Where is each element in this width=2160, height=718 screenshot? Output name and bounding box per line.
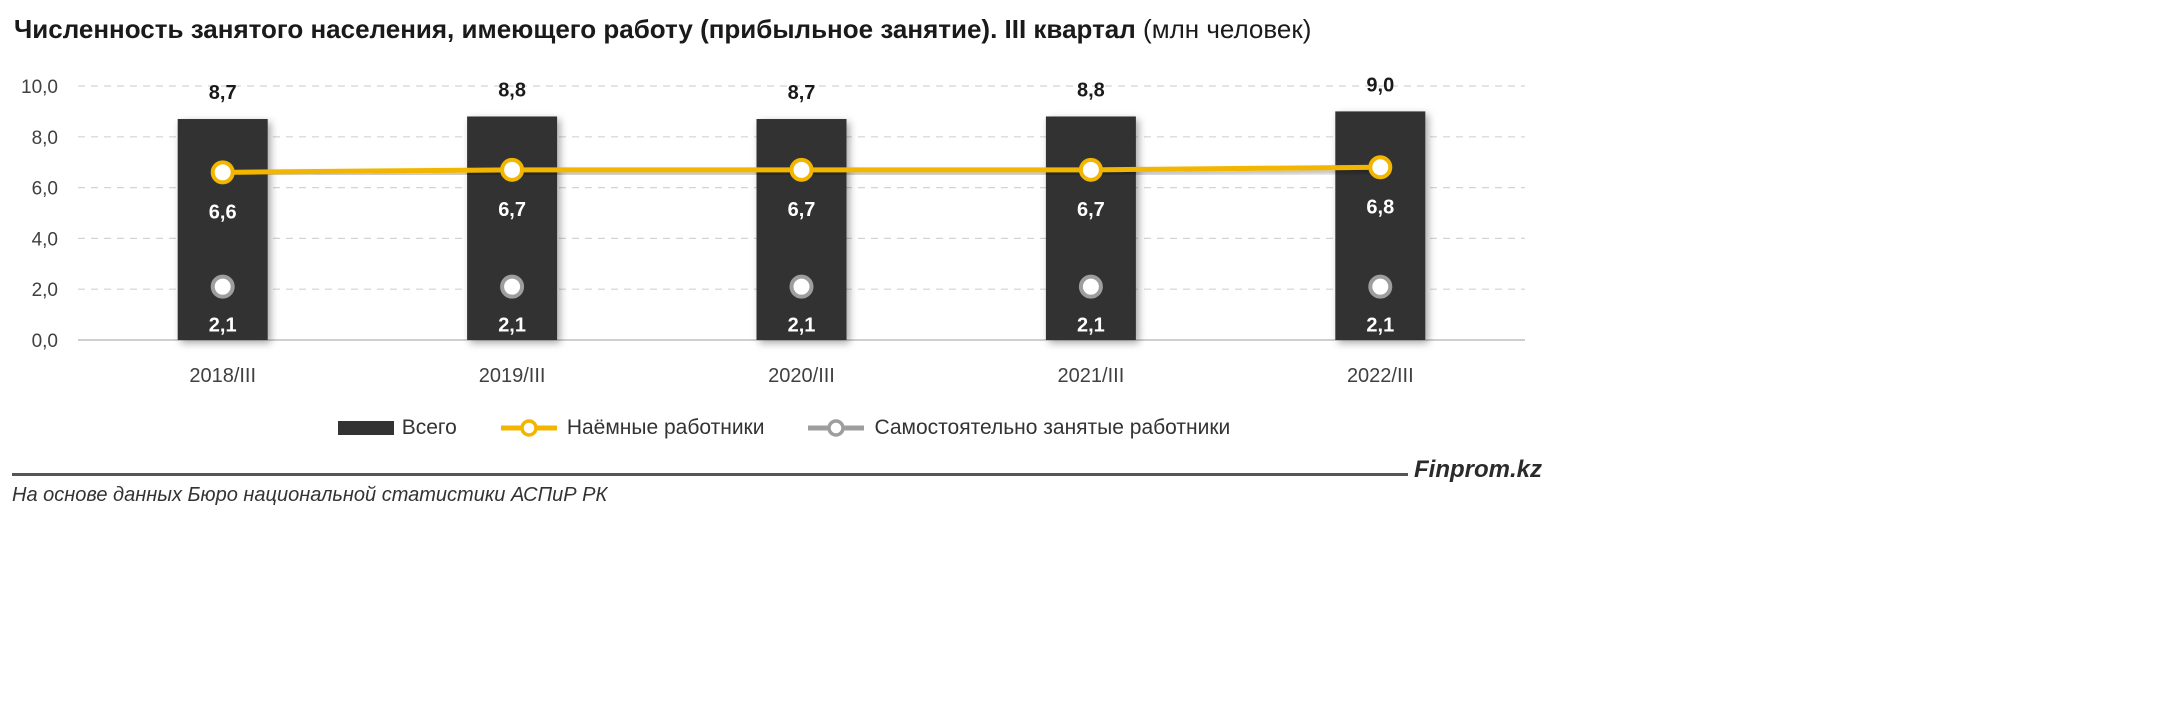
data-label-self-employed: 2,1	[498, 315, 526, 337]
legend-item-hired: Наёмные работники	[499, 416, 765, 440]
data-label-total: 8,7	[788, 82, 816, 104]
legend-swatch-self-employed	[808, 419, 865, 437]
data-label-hired: 6,7	[1077, 199, 1105, 221]
data-label-self-employed: 2,1	[209, 315, 237, 337]
x-axis-ticks: 2018/III 2019/III 2020/III 2021/III 2022/III	[189, 365, 1413, 387]
data-label-total: 8,7	[209, 82, 237, 104]
source-note: На основе данных Бюро национальной стати…	[12, 484, 608, 506]
y-axis-ticks: 0,0 2,0 4,0 6,0 8,0 10,0	[21, 77, 58, 352]
bars	[177, 111, 1426, 341]
y-tick-label: 0,0	[32, 331, 58, 352]
lines	[210, 155, 1393, 299]
point-self-employed	[210, 274, 235, 299]
legend-label-total: Всего	[401, 416, 457, 439]
point-self-employed	[1368, 274, 1393, 299]
data-label-self-employed: 2,1	[1077, 315, 1105, 337]
bar-total	[1045, 116, 1136, 340]
data-label-hired: 6,8	[1366, 196, 1394, 218]
x-tick-label: 2020/III	[768, 365, 835, 387]
x-tick-label: 2019/III	[479, 365, 546, 387]
data-label-self-employed: 2,1	[788, 315, 816, 337]
x-tick-label: 2018/III	[189, 365, 256, 387]
chart: 0,0 2,0 4,0 6,0 8,0 10,0 8,7 8,8 8,7 8,8 9,0 6,6 6,…	[21, 74, 1525, 387]
data-label-total: 9,0	[1366, 74, 1394, 96]
data-label-hired: 6,7	[498, 199, 526, 221]
chart-title-main: Численность занятого населения, имеющего…	[14, 14, 1136, 44]
x-tick-label: 2021/III	[1058, 365, 1125, 387]
data-label-hired: 6,7	[788, 199, 816, 221]
chart-title: Численность занятого населения, имеющего…	[14, 14, 1311, 45]
bar-total	[467, 116, 558, 340]
point-hired	[789, 157, 814, 182]
point-self-employed	[500, 274, 525, 299]
brand-logo: Finprom.kz	[1414, 456, 1543, 483]
y-tick-label: 8,0	[32, 128, 58, 149]
point-hired	[1368, 155, 1393, 180]
data-labels: 8,7 8,8 8,7 8,8 9,0 6,6 6,7 6,7 6,7 6,8 2,1 2,1 2,1 2…	[209, 74, 1394, 336]
x-tick-label: 2022/III	[1347, 365, 1414, 387]
chart-title-unit: (млн человек)	[1143, 14, 1312, 44]
y-tick-label: 6,0	[32, 179, 58, 200]
legend: Всего Наёмные работники Самостоятельно з…	[0, 416, 1568, 440]
legend-item-total: Всего	[337, 416, 457, 440]
data-label-total: 8,8	[498, 79, 526, 101]
data-label-self-employed: 2,1	[1366, 315, 1394, 337]
legend-swatch-hired	[500, 419, 557, 437]
y-tick-label: 4,0	[32, 229, 58, 250]
legend-swatch-total	[337, 421, 394, 435]
data-label-total: 8,8	[1077, 79, 1105, 101]
point-self-employed	[1078, 274, 1103, 299]
point-hired	[500, 157, 525, 182]
legend-item-self-employed: Самостоятельно занятые работники	[806, 416, 1230, 440]
y-tick-label: 10,0	[21, 77, 58, 98]
point-hired	[1078, 157, 1103, 182]
legend-label-hired: Наёмные работники	[566, 416, 765, 439]
bar-total	[177, 119, 268, 341]
bar-total	[1335, 111, 1426, 341]
footer-divider	[12, 473, 1408, 476]
y-tick-label: 2,0	[32, 280, 58, 301]
point-hired	[210, 160, 235, 185]
point-self-employed	[789, 274, 814, 299]
bar-total	[756, 119, 847, 341]
data-label-hired: 6,6	[209, 201, 237, 223]
legend-label-self-employed: Самостоятельно занятые работники	[874, 416, 1231, 439]
